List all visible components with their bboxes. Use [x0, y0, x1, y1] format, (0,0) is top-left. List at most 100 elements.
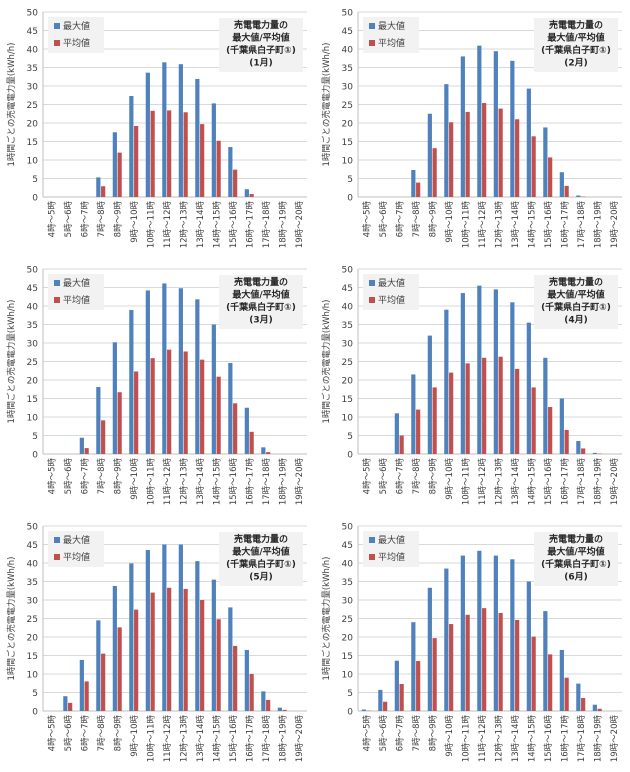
bar-avg: [200, 124, 205, 197]
bar-max: [477, 285, 482, 454]
bar-avg: [150, 110, 155, 197]
y-tick-label: 30: [27, 340, 39, 350]
x-tick-label: 11時～12時: [163, 201, 173, 249]
bar-max: [510, 302, 515, 454]
bar-avg: [249, 194, 254, 197]
bar-max: [145, 290, 150, 454]
bar-max: [460, 293, 465, 454]
bar-avg: [68, 702, 73, 711]
bar-max: [244, 649, 249, 711]
x-tick-label: 6時～7時: [80, 458, 90, 495]
x-tick-label: 8時～9時: [113, 715, 123, 752]
y-axis-title: 1時間ごとの売電電力量(kWh/h): [321, 557, 332, 681]
bar-avg: [134, 371, 139, 454]
y-tick-label: 50: [342, 523, 354, 533]
y-tick-label: 40: [342, 46, 354, 56]
x-tick-label: 8時～9時: [428, 201, 438, 238]
y-tick-label: 45: [342, 27, 353, 37]
y-tick-label: 35: [27, 578, 38, 588]
y-tick-label: 20: [342, 377, 354, 387]
bar-avg: [581, 698, 586, 711]
bar-avg: [101, 186, 106, 197]
bar-max: [96, 387, 101, 454]
x-tick-label: 13時～14時: [196, 201, 206, 249]
bar-max: [510, 559, 515, 711]
bar-avg: [515, 119, 520, 197]
y-tick-label: 30: [342, 340, 354, 350]
x-tick-label: 10時～11時: [146, 458, 156, 506]
bar-max: [378, 689, 383, 711]
x-tick-label: 14時～15時: [212, 201, 222, 249]
chart-title-line: (千葉県白子町①): [226, 558, 296, 570]
bar-max: [211, 579, 216, 711]
bar-avg: [117, 627, 122, 711]
bar-max: [444, 309, 449, 454]
y-tick-label: 15: [342, 395, 353, 405]
x-tick-label: 17時～18時: [262, 715, 272, 763]
bar-max: [493, 289, 498, 454]
bar-max: [129, 563, 134, 711]
y-tick-label: 40: [342, 303, 354, 313]
bar-max: [394, 413, 399, 454]
bar-max: [261, 691, 266, 711]
bar-max: [526, 581, 531, 711]
bar-avg: [498, 612, 503, 711]
x-tick-label: 15時～16時: [229, 458, 239, 506]
bar-avg: [498, 356, 503, 454]
legend-label: 平均値: [378, 294, 405, 306]
bar-avg: [249, 674, 254, 711]
x-tick-label: 19時～20時: [295, 201, 305, 249]
x-tick-label: 12時～13時: [179, 715, 189, 763]
bar-avg: [465, 111, 470, 197]
bar-avg: [482, 608, 487, 711]
x-tick-label: 11時～12時: [163, 715, 173, 763]
bar-avg: [449, 122, 454, 197]
chart-title-line: (千葉県白子町①): [226, 44, 296, 56]
chart-title-line: 最大値/平均値: [547, 32, 604, 44]
bar-avg: [266, 452, 271, 454]
bar-max: [195, 299, 200, 454]
x-tick-label: 18時～19時: [278, 458, 288, 506]
x-tick-label: 16時～17時: [560, 458, 570, 506]
bar-max: [576, 683, 581, 711]
legend-label: 最大値: [378, 277, 405, 289]
chart-title-line: 最大値/平均値: [232, 289, 289, 301]
chart-title-line: 売電電力量の: [549, 276, 603, 288]
bar-avg: [183, 351, 188, 454]
bar-avg: [531, 387, 536, 454]
chart-title-line: (1月): [249, 58, 273, 69]
x-tick-label: 7時～8時: [412, 715, 422, 752]
legend-label: 最大値: [378, 534, 405, 546]
legend-swatch: [54, 297, 60, 303]
x-tick-label: 13時～14時: [196, 715, 206, 763]
bar-max: [112, 342, 117, 454]
y-tick-label: 15: [342, 138, 353, 148]
y-tick-label: 45: [27, 27, 38, 37]
chart-title-line: (2月): [564, 58, 588, 69]
bar-avg: [399, 435, 404, 454]
bar-max: [162, 544, 167, 711]
bar-max: [162, 283, 167, 454]
y-tick-label: 45: [342, 541, 353, 551]
y-tick-label: 15: [27, 138, 38, 148]
x-tick-label: 8時～9時: [428, 715, 438, 752]
bar-max: [411, 169, 416, 197]
x-tick-label: 13時～14時: [511, 715, 521, 763]
x-tick-label: 10時～11時: [461, 458, 471, 506]
chart-title-line: 売電電力量の: [549, 19, 603, 31]
chart-title-line: (3月): [249, 315, 273, 326]
x-tick-label: 7時～8時: [97, 201, 107, 238]
y-tick-label: 10: [342, 671, 354, 681]
y-tick-label: 20: [27, 377, 39, 387]
x-tick-label: 10時～11時: [461, 715, 471, 763]
bar-max: [178, 288, 183, 454]
x-tick-label: 14時～15時: [527, 458, 537, 506]
bar-max: [79, 437, 84, 454]
x-tick-label: 18時～19時: [593, 458, 603, 506]
y-tick-label: 35: [342, 578, 353, 588]
y-tick-label: 0: [32, 451, 38, 461]
bar-max: [592, 452, 597, 454]
chart-title-line: 売電電力量の: [549, 533, 603, 545]
bar-avg: [531, 636, 536, 711]
bar-avg: [216, 140, 221, 197]
